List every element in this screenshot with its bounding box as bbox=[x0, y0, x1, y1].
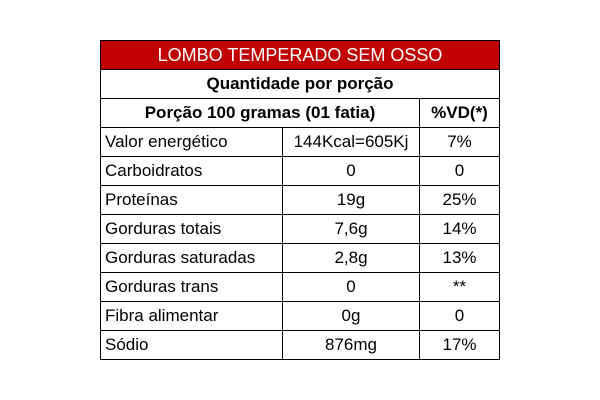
table-row: Carboidratos 0 0 bbox=[100, 156, 501, 186]
nutrient-dv: 14% bbox=[418, 214, 501, 244]
nutrient-dv: ** bbox=[418, 272, 501, 302]
nutrient-amount: 7,6g bbox=[282, 214, 420, 244]
nutrient-amount: 19g bbox=[282, 185, 420, 215]
nutrient-dv: 0 bbox=[418, 156, 501, 186]
nutrient-label: Sódio bbox=[100, 330, 283, 360]
nutrient-label: Valor energético bbox=[100, 127, 283, 157]
nutrient-amount: 0 bbox=[282, 272, 420, 302]
nutrient-label: Carboidratos bbox=[100, 156, 283, 186]
table-row: Gorduras totais 7,6g 14% bbox=[100, 214, 501, 244]
nutrient-label: Gorduras totais bbox=[100, 214, 283, 244]
nutrient-label: Gorduras saturadas bbox=[100, 243, 283, 273]
product-title: LOMBO TEMPERADO SEM OSSO bbox=[99, 40, 501, 70]
nutrient-amount: 2,8g bbox=[282, 243, 420, 273]
subtitle-row: Quantidade por porção bbox=[99, 69, 501, 99]
nutrient-label: Gorduras trans bbox=[100, 272, 283, 302]
table-row: Fibra alimentar 0g 0 bbox=[100, 301, 501, 331]
nutrient-amount: 144Kcal=605Kj bbox=[282, 127, 420, 157]
table-row: Gorduras trans 0 ** bbox=[100, 272, 501, 302]
nutrient-dv: 13% bbox=[418, 243, 501, 273]
nutrition-table-body: LOMBO TEMPERADO SEM OSSO Quantidade por … bbox=[99, 40, 501, 360]
portion-header: Porção 100 gramas (01 fatia) bbox=[100, 98, 420, 128]
nutrient-dv: 7% bbox=[418, 127, 501, 157]
table-row: Valor energético 144Kcal=605Kj 7% bbox=[100, 127, 501, 157]
nutrient-amount: 876mg bbox=[282, 330, 420, 360]
dv-header: %VD(*) bbox=[418, 98, 501, 128]
title-row: LOMBO TEMPERADO SEM OSSO bbox=[99, 40, 501, 70]
serving-subtitle: Quantidade por porção bbox=[99, 69, 501, 99]
nutrition-table: LOMBO TEMPERADO SEM OSSO Quantidade por … bbox=[99, 40, 501, 360]
table-row: Proteínas 19g 25% bbox=[100, 185, 501, 215]
nutrient-label: Proteínas bbox=[100, 185, 283, 215]
table-row: Gorduras saturadas 2,8g 13% bbox=[100, 243, 501, 273]
nutrient-amount: 0 bbox=[282, 156, 420, 186]
nutrient-amount: 0g bbox=[282, 301, 420, 331]
table-row: Sódio 876mg 17% bbox=[100, 330, 501, 360]
nutrient-label: Fibra alimentar bbox=[100, 301, 283, 331]
nutrient-dv: 0 bbox=[418, 301, 501, 331]
column-header-row: Porção 100 gramas (01 fatia) %VD(*) bbox=[100, 98, 501, 128]
nutrient-dv: 25% bbox=[418, 185, 501, 215]
nutrient-dv: 17% bbox=[418, 330, 501, 360]
